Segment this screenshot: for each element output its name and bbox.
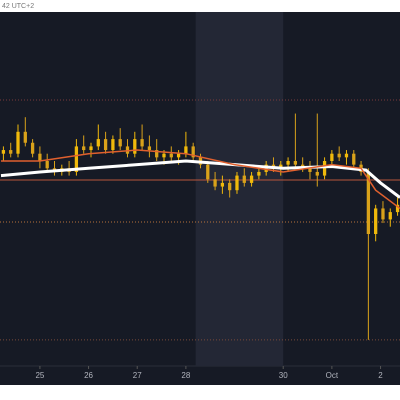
candle-body [89, 146, 93, 151]
candle-body [213, 179, 217, 187]
candle-body [257, 171, 261, 176]
candle-body [1, 150, 6, 154]
moving-average [0, 149, 400, 210]
x-tick-label: 2 [378, 371, 383, 380]
candle-body [220, 182, 225, 187]
candle-body [322, 161, 327, 176]
candle-body [74, 146, 79, 172]
x-tick-label: 27 [133, 371, 142, 380]
candle-body [30, 142, 35, 154]
candle-body [293, 161, 298, 165]
candle-body [228, 182, 232, 191]
candle-body [162, 153, 166, 158]
candle-body [103, 139, 108, 151]
candle-body [315, 171, 319, 176]
timezone-label: 42 UTC+2 [2, 3, 34, 10]
candle-body [249, 175, 254, 183]
candle-body [23, 131, 27, 143]
candle-body [279, 164, 283, 169]
x-tick-label: 28 [181, 371, 190, 380]
candle-body [374, 208, 378, 234]
candle-body [286, 161, 290, 165]
candle-body [381, 208, 385, 220]
candle-body [111, 139, 115, 151]
x-tick-label: 25 [35, 371, 44, 380]
candle-body [169, 153, 173, 158]
x-tick-label: 30 [279, 371, 288, 380]
candle-body [235, 175, 239, 191]
candle-body [395, 204, 400, 213]
candle-body [9, 150, 13, 154]
candle-body [147, 146, 152, 151]
candle-body [242, 175, 246, 183]
candle-body [308, 168, 312, 172]
candle-body [337, 153, 341, 158]
candle-body [118, 139, 122, 147]
candle-body [366, 171, 371, 234]
candle-body [184, 146, 188, 154]
candle-body [176, 153, 181, 158]
highlight-band [195, 12, 284, 366]
candle-body [330, 153, 334, 161]
candle-body [206, 164, 210, 180]
candle-body [82, 146, 86, 151]
candle-body [96, 139, 100, 147]
candle-body [191, 146, 195, 158]
candle-body [38, 153, 42, 161]
candle-body [352, 153, 356, 165]
candle-body [16, 131, 20, 154]
candle-body [140, 139, 144, 147]
candle-body [155, 150, 159, 158]
x-tick-label: 26 [84, 371, 93, 380]
candle-body [388, 212, 392, 220]
candle-body [133, 139, 137, 154]
x-tick-label: Oct [326, 371, 339, 380]
candle-body [344, 153, 349, 158]
candle-body [45, 161, 49, 169]
